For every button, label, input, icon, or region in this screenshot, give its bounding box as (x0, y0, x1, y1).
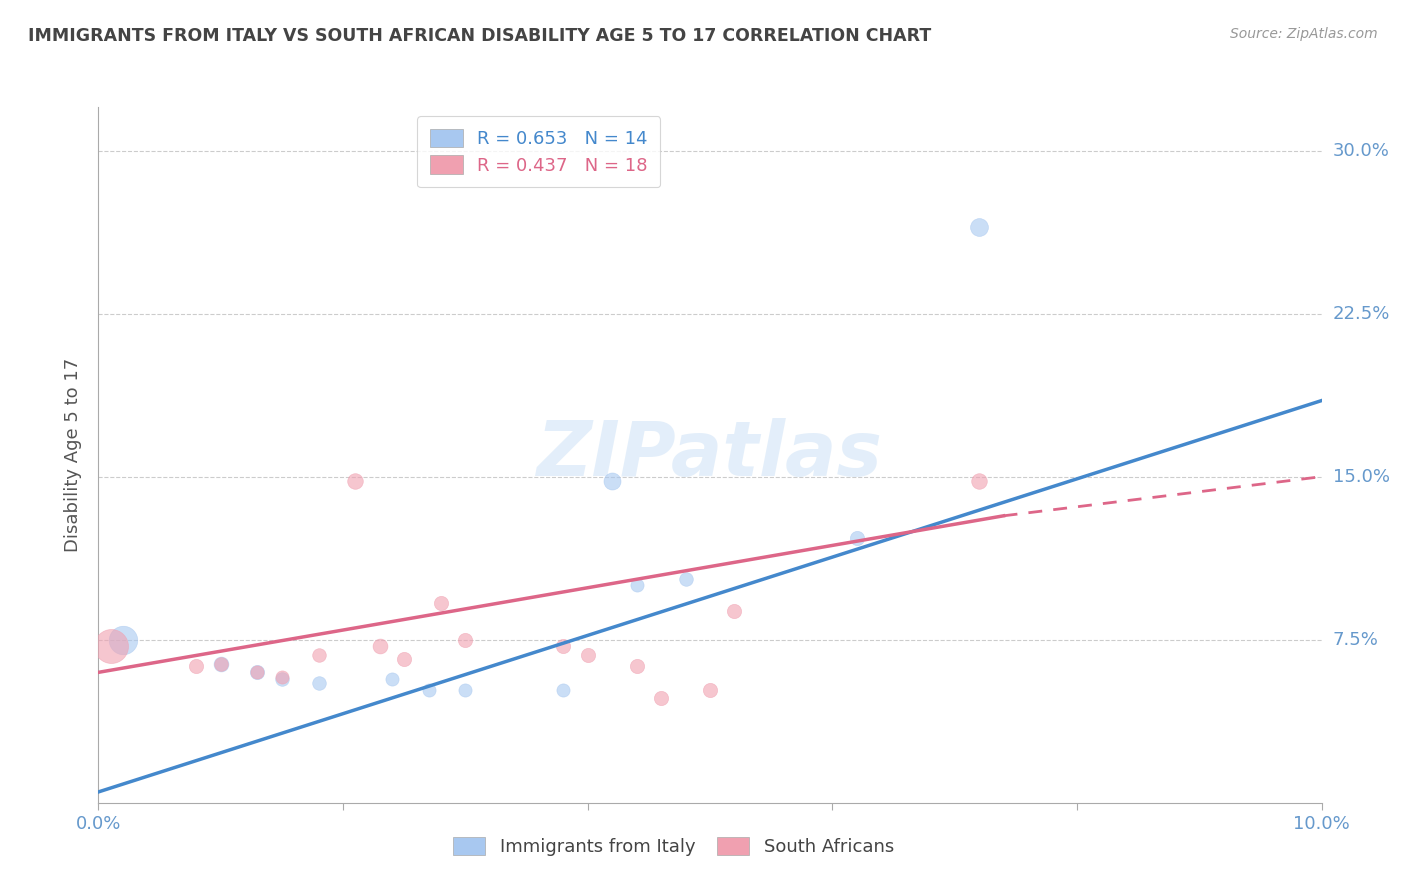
Text: 22.5%: 22.5% (1333, 304, 1391, 323)
Point (723, 605, 745, 619)
Point (967, 474, 990, 488)
Text: ZIPatlas: ZIPatlas (537, 418, 883, 491)
Text: 15.0%: 15.0% (1333, 467, 1389, 485)
Point (626, 658, 648, 673)
Y-axis label: Disability Age 5 to 17: Disability Age 5 to 17 (65, 358, 83, 552)
Point (600, 474, 623, 488)
Point (246, 665, 269, 680)
Point (430, 596, 453, 610)
Point (344, 474, 367, 488)
Point (675, 572, 697, 586)
Point (650, 691, 672, 706)
Point (246, 665, 269, 680)
Point (576, 648, 599, 662)
Text: Source: ZipAtlas.com: Source: ZipAtlas.com (1230, 27, 1378, 41)
Point (111, 632, 134, 647)
Point (967, 219, 990, 234)
Point (418, 682, 440, 697)
Point (454, 682, 477, 697)
Point (368, 639, 391, 653)
Point (381, 672, 404, 686)
Point (553, 639, 575, 653)
Point (699, 682, 721, 697)
Text: 7.5%: 7.5% (1333, 631, 1379, 648)
Point (626, 578, 648, 592)
Point (308, 648, 330, 662)
Point (845, 531, 868, 545)
Point (186, 658, 208, 673)
Point (308, 676, 330, 690)
Text: 30.0%: 30.0% (1333, 142, 1389, 160)
Point (270, 670, 292, 684)
Point (100, 639, 122, 653)
Text: IMMIGRANTS FROM ITALY VS SOUTH AFRICAN DISABILITY AGE 5 TO 17 CORRELATION CHART: IMMIGRANTS FROM ITALY VS SOUTH AFRICAN D… (28, 27, 931, 45)
Point (553, 682, 575, 697)
Legend: Immigrants from Italy, South Africans: Immigrants from Italy, South Africans (446, 830, 901, 863)
Point (270, 672, 292, 686)
Point (209, 657, 232, 671)
Point (392, 652, 416, 666)
Point (454, 632, 477, 647)
Point (209, 657, 232, 671)
